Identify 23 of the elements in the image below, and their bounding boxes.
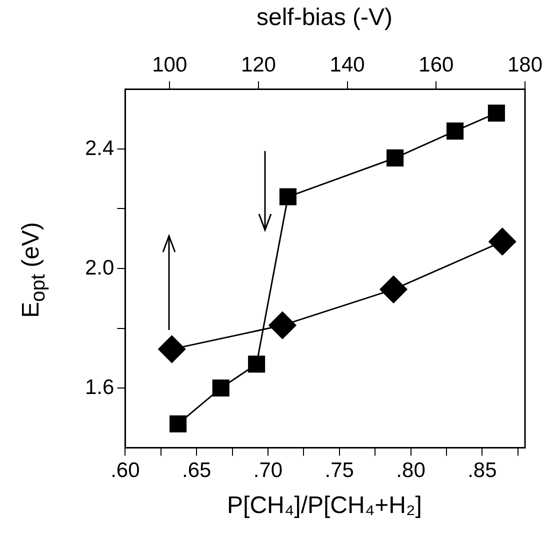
point: [279, 188, 296, 206]
point: [446, 122, 464, 140]
x2-tick-label: 100: [152, 53, 188, 76]
point: [248, 356, 266, 373]
x-tick-label: .70: [253, 459, 283, 482]
x-tick-label: .80: [396, 459, 426, 482]
point: [488, 104, 505, 122]
x-tick-label: .60: [110, 459, 140, 482]
x2-tick-label: 160: [418, 53, 454, 76]
x-tick-label: .65: [182, 459, 212, 482]
x2-tick-label: 140: [330, 53, 365, 76]
x-axis-title: P[CH₄]/P[CH₄+H₂]: [226, 492, 423, 520]
x2-tick-label: 180: [507, 53, 543, 76]
x2-tick-label: 120: [240, 53, 276, 76]
y-tick-label: 1.6: [84, 376, 114, 399]
point: [169, 415, 187, 432]
x-tick-label: .75: [324, 459, 354, 482]
point: [386, 149, 404, 166]
point: [212, 380, 230, 397]
y-tick-label: 2.4: [84, 136, 115, 160]
x2-axis-title: self-bias (-V): [255, 4, 394, 32]
x-tick-label: .85: [468, 459, 497, 482]
y-tick-label: 2.0: [84, 256, 114, 280]
